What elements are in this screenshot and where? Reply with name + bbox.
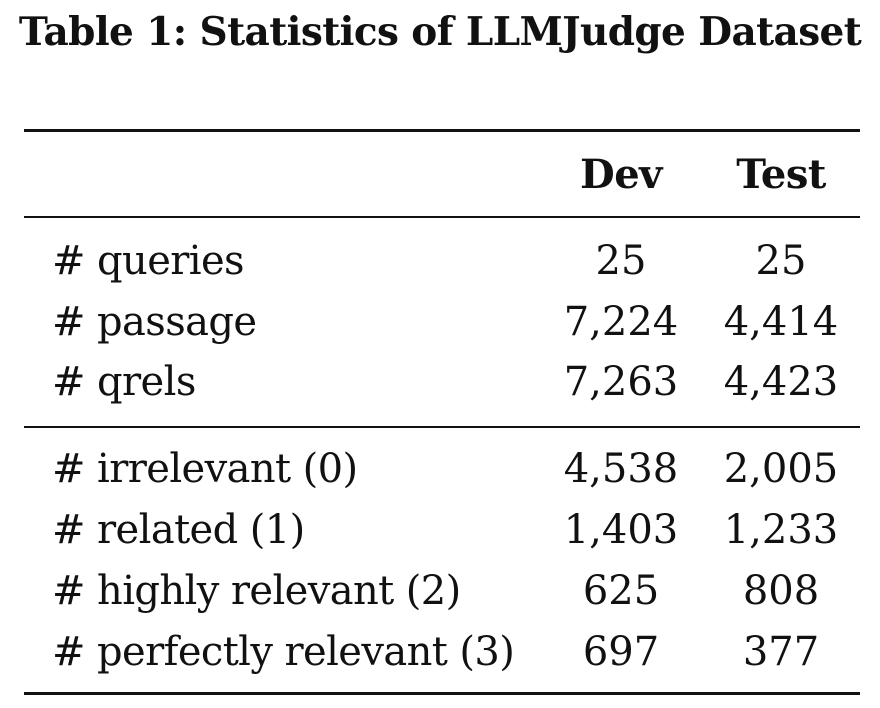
row-label: # passage (52, 299, 257, 345)
test-value: 4,414 (723, 299, 839, 345)
dev-value: 625 (582, 568, 660, 614)
dev-value: 697 (582, 629, 660, 675)
dev-value: 25 (595, 238, 647, 284)
row-label: # highly relevant (2) (52, 568, 461, 614)
dev-value: 7,224 (563, 299, 679, 345)
row-label: # queries (52, 238, 245, 284)
dev-value: 4,538 (563, 446, 679, 492)
row-label: # qrels (52, 359, 196, 405)
test-value: 25 (755, 238, 807, 284)
group-rule (24, 426, 860, 428)
bottom-rule (24, 692, 860, 695)
top-rule (24, 129, 860, 132)
test-value: 808 (742, 568, 820, 614)
header-dev: Dev (580, 151, 662, 198)
test-value: 377 (742, 629, 820, 675)
header-test: Test (736, 151, 826, 198)
row-label: # perfectly relevant (3) (52, 629, 515, 675)
test-value: 4,423 (723, 359, 839, 405)
test-value: 2,005 (723, 446, 839, 492)
table-caption: Table 1: Statistics of LLMJudge Dataset (18, 9, 862, 55)
test-value: 1,233 (723, 507, 839, 553)
dev-value: 7,263 (563, 359, 679, 405)
header-rule (24, 216, 860, 218)
row-label: # related (1) (52, 507, 305, 553)
dev-value: 1,403 (563, 507, 679, 553)
row-label: # irrelevant (0) (52, 446, 358, 492)
